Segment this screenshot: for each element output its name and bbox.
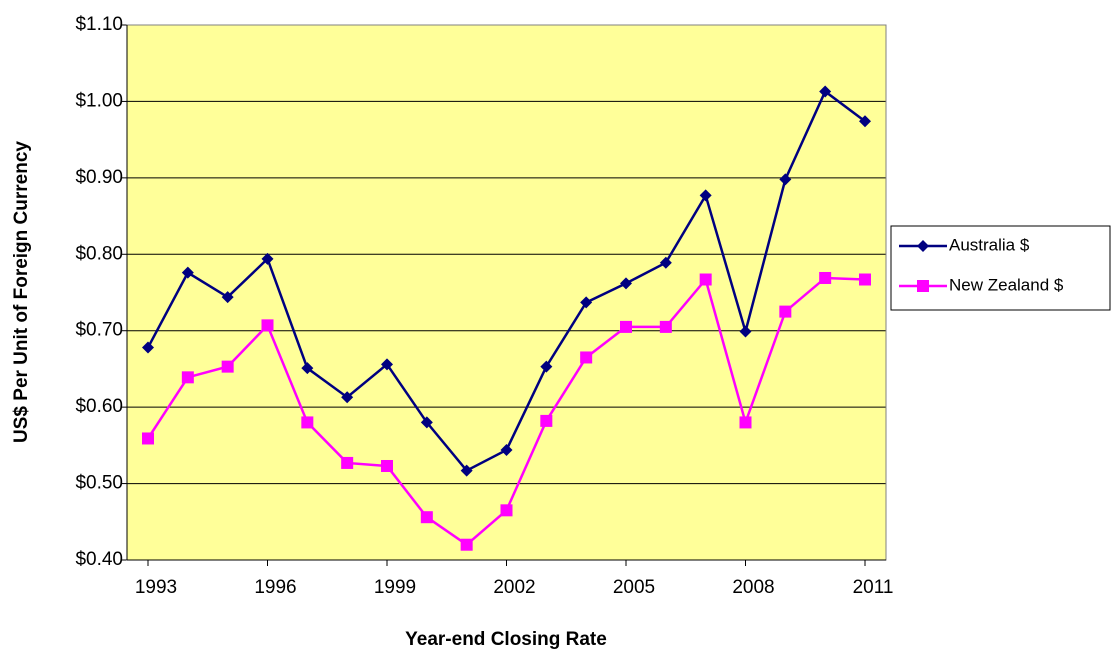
x-tick-label: 2011 bbox=[853, 577, 894, 598]
y-axis-title: US$ Per Unit of Foreign Currency bbox=[11, 141, 32, 443]
point bbox=[460, 464, 473, 477]
legend-box bbox=[890, 225, 1111, 311]
point bbox=[420, 511, 433, 524]
x-tick-label: 1996 bbox=[254, 577, 296, 598]
point bbox=[779, 173, 792, 186]
point bbox=[181, 266, 194, 279]
point bbox=[699, 273, 712, 286]
point bbox=[142, 341, 154, 354]
x-axis-title: Year-end Closing Rate bbox=[405, 629, 607, 650]
point bbox=[620, 320, 632, 333]
y-tick-label: $0.70 bbox=[75, 320, 123, 341]
y-tick-label: $0.80 bbox=[75, 243, 123, 264]
point bbox=[859, 115, 871, 128]
point bbox=[221, 360, 234, 373]
y-tick-label: $0.50 bbox=[75, 473, 123, 494]
point bbox=[381, 358, 393, 371]
legend-label: New Zealand $ bbox=[949, 275, 1064, 294]
x-tick-label: 2002 bbox=[493, 577, 535, 598]
y-tick-label: $0.90 bbox=[75, 167, 123, 188]
point bbox=[699, 189, 712, 202]
point bbox=[142, 432, 154, 445]
point bbox=[301, 416, 314, 429]
point bbox=[181, 371, 194, 384]
point bbox=[221, 291, 234, 304]
legend-label: Australia $ bbox=[949, 235, 1030, 254]
point bbox=[341, 391, 354, 404]
point bbox=[739, 325, 752, 338]
point bbox=[460, 538, 473, 551]
point bbox=[261, 252, 274, 265]
point bbox=[819, 271, 832, 284]
x-tick-label: 2008 bbox=[732, 577, 774, 598]
x-tick-label: 1999 bbox=[374, 577, 416, 598]
point bbox=[580, 296, 593, 309]
point bbox=[540, 360, 553, 373]
point bbox=[381, 459, 393, 472]
y-tick-label: $0.40 bbox=[75, 549, 123, 570]
point bbox=[819, 85, 832, 98]
point bbox=[620, 277, 632, 290]
plot-area bbox=[127, 25, 886, 560]
point bbox=[420, 416, 433, 429]
y-tick-label: $1.10 bbox=[75, 14, 123, 35]
point bbox=[779, 305, 792, 318]
legend-marker bbox=[917, 240, 929, 252]
point bbox=[500, 443, 513, 456]
legend-marker bbox=[917, 280, 929, 292]
point bbox=[659, 320, 672, 333]
point bbox=[859, 273, 871, 286]
point bbox=[739, 416, 752, 429]
x-tick-label: 2005 bbox=[613, 577, 655, 598]
point bbox=[301, 362, 314, 375]
x-tick-label: 1993 bbox=[135, 577, 177, 598]
point bbox=[659, 256, 672, 269]
point bbox=[261, 319, 274, 332]
point bbox=[580, 351, 593, 364]
point bbox=[540, 414, 553, 427]
point bbox=[500, 504, 513, 517]
y-tick-label: $1.00 bbox=[75, 90, 123, 111]
y-tick-label: $0.60 bbox=[75, 396, 123, 417]
point bbox=[341, 456, 354, 469]
